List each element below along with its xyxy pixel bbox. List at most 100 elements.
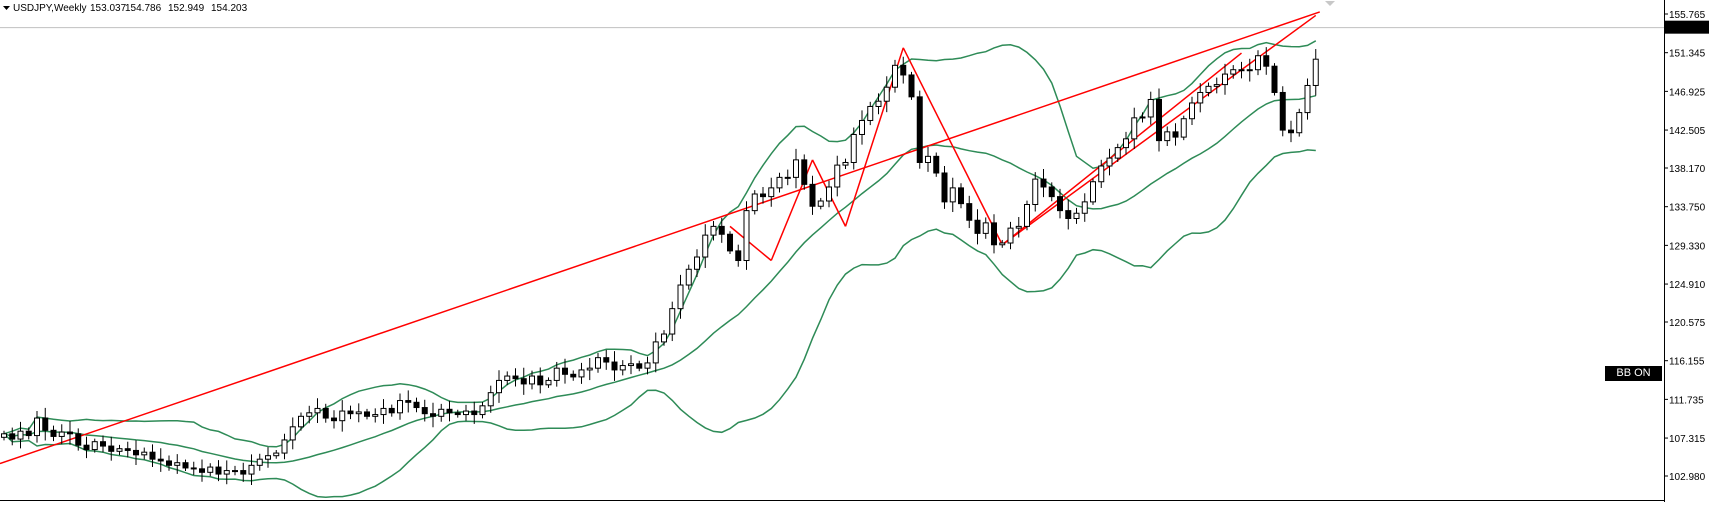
candle-down — [520, 378, 527, 385]
candle-down — [809, 183, 816, 207]
candle-up — [867, 105, 874, 121]
candle-up — [1205, 85, 1212, 93]
candle-down — [471, 410, 478, 416]
candle-up — [628, 363, 634, 367]
candles — [1, 47, 1319, 486]
symbol-label: USDJPY,Weekly — [13, 3, 87, 14]
candle-up — [949, 187, 956, 203]
candle-up — [232, 470, 238, 473]
candle-down — [603, 357, 610, 363]
candle-up — [694, 256, 700, 270]
candle-up — [281, 439, 288, 454]
candle-up — [1123, 138, 1129, 149]
candle-up — [644, 362, 651, 369]
candle-down — [364, 411, 370, 417]
candle-down — [9, 433, 16, 440]
candle-up — [999, 242, 1006, 246]
candle-down — [182, 462, 189, 469]
zigzag-segment — [729, 225, 772, 262]
candle-up — [677, 284, 684, 310]
candle-up — [982, 222, 989, 234]
candle-down — [157, 458, 164, 462]
candle-down — [908, 74, 915, 98]
candle-down — [1172, 131, 1179, 138]
candle-down — [50, 429, 57, 437]
candle-up — [174, 462, 181, 466]
candle-down — [166, 460, 172, 466]
price-tick-label: 111.735 — [1669, 395, 1704, 406]
candle-down — [430, 413, 436, 417]
candle-up — [17, 430, 24, 440]
chart-shift-marker-icon[interactable] — [1325, 1, 1335, 6]
candle-up — [1197, 91, 1204, 104]
candle-down — [801, 159, 808, 185]
bollinger-lower-band — [3, 149, 1316, 498]
candle-up — [339, 410, 346, 422]
candle-down — [1279, 91, 1286, 131]
price-tick-label: 102.980 — [1669, 472, 1706, 483]
candle-up — [619, 365, 626, 371]
candle-up — [504, 375, 511, 381]
candle-down — [958, 187, 964, 205]
candle-down — [916, 96, 923, 163]
candle-down — [941, 172, 948, 203]
candle-up — [685, 268, 692, 286]
candle-down — [727, 233, 733, 252]
candle-down — [1057, 196, 1063, 212]
candle-up — [817, 200, 824, 207]
candle-up — [834, 164, 841, 188]
candle-up — [1015, 225, 1022, 229]
candle-down — [966, 203, 973, 221]
candle-up — [1024, 203, 1030, 227]
candle-down — [199, 468, 205, 473]
candle-down — [974, 219, 981, 234]
bollinger-middle-band — [3, 94, 1316, 464]
candle-up — [1081, 201, 1088, 214]
candle-down — [570, 373, 577, 378]
candle-up — [776, 176, 783, 189]
candle-up — [34, 417, 40, 437]
candle-down — [760, 193, 766, 198]
candle-up — [850, 133, 857, 163]
candle-up — [1032, 178, 1039, 205]
candle-down — [124, 448, 131, 451]
candle-up — [875, 100, 882, 107]
candle-up — [1114, 147, 1121, 159]
candle-up — [273, 452, 280, 457]
candle-down — [133, 449, 139, 456]
zigzag-segment — [902, 47, 1003, 246]
candle-up — [438, 408, 445, 417]
zigzag-segment — [1001, 52, 1242, 246]
candle-up — [306, 412, 313, 417]
candle-up — [751, 193, 758, 212]
candle-up — [793, 159, 799, 178]
candle-up — [883, 86, 890, 102]
candle-down — [636, 363, 643, 369]
candle-up — [479, 405, 486, 416]
candle-down — [215, 466, 222, 475]
candle-up — [116, 448, 123, 452]
candle-up — [141, 451, 148, 456]
trendlines — [0, 11, 1320, 465]
bb-on-badge[interactable]: BB ON — [1605, 366, 1662, 381]
candle-down — [1048, 186, 1055, 198]
ohlc-low: 152.949 — [168, 3, 205, 14]
candle-up — [1222, 73, 1228, 86]
candle-down — [149, 451, 156, 460]
candle-down — [735, 250, 742, 262]
candle-up — [463, 410, 469, 416]
triangle-down-icon[interactable] — [3, 6, 10, 10]
candle-up — [652, 341, 659, 364]
candle-up — [298, 415, 304, 428]
candle-down — [67, 431, 73, 435]
bollinger-upper-band — [3, 40, 1317, 448]
candle-down — [1288, 129, 1294, 134]
candle-down — [446, 408, 453, 414]
candle-down — [100, 441, 106, 447]
candle-up — [1098, 165, 1105, 183]
candle-up — [91, 441, 98, 451]
price-tag-background — [1665, 20, 1709, 34]
candle-up — [702, 234, 709, 258]
chart-header[interactable]: USDJPY,Weekly 153.037 154.786 152.949 15… — [3, 3, 248, 14]
price-tick-label: 142.505 — [1669, 126, 1706, 137]
